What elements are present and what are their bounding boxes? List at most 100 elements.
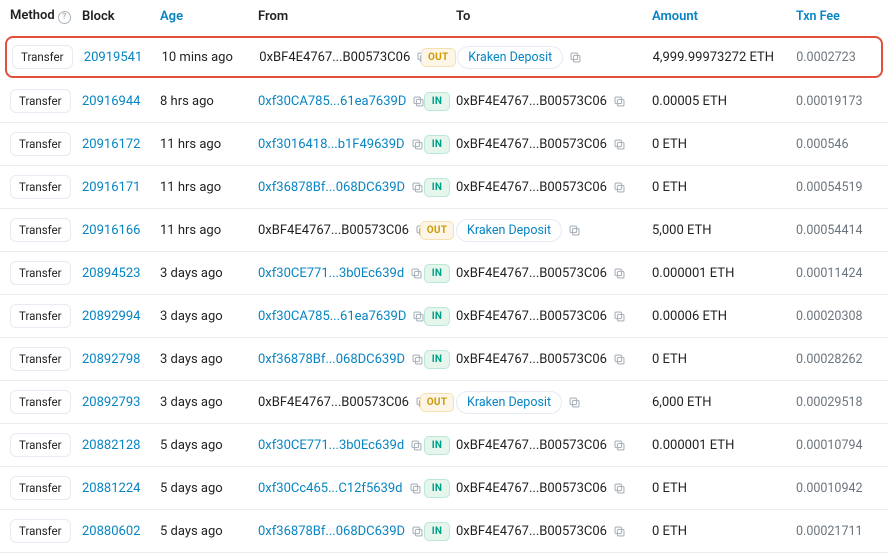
transactions-table: Method? Block Age From To Amount Txn Fee… xyxy=(0,0,888,553)
copy-icon[interactable] xyxy=(613,180,626,195)
age-text: 3 days ago xyxy=(160,395,223,410)
from-address[interactable]: 0xf36878Bf...068DC639D xyxy=(258,180,405,195)
header-method: Method? xyxy=(10,8,82,24)
from-address[interactable]: 0xf3016418...b1F49639D xyxy=(258,137,405,152)
from-address[interactable]: 0xf30CA785...61ea7639D xyxy=(258,94,406,109)
method-pill[interactable]: Transfer xyxy=(10,304,71,328)
method-pill[interactable]: Transfer xyxy=(10,218,71,242)
block-link[interactable]: 20882128 xyxy=(82,438,140,453)
direction-badge-out: OUT xyxy=(420,393,455,412)
copy-icon[interactable] xyxy=(613,481,626,496)
direction-badge-in: IN xyxy=(424,264,451,283)
header-amount[interactable]: Amount xyxy=(652,9,796,24)
fee-text: 0.00054519 xyxy=(796,180,863,195)
table-row: Transfer2091617111 hrs ago0xf36878Bf...0… xyxy=(0,166,888,209)
direction-badge-in: IN xyxy=(424,135,451,154)
block-link[interactable]: 20880602 xyxy=(82,524,140,539)
fee-text: 0.00021711 xyxy=(796,524,863,539)
amount-text: 5,000 ETH xyxy=(652,223,712,238)
amount-text: 0.00006 ETH xyxy=(652,309,727,324)
age-text: 10 mins ago xyxy=(162,50,233,65)
block-link[interactable]: 20916166 xyxy=(82,223,140,238)
table-row: Transfer208929943 days ago0xf30CA785...6… xyxy=(0,295,888,338)
table-row: Transfer2091617211 hrs ago0xf3016418...b… xyxy=(0,123,888,166)
block-link[interactable]: 20881224 xyxy=(82,481,140,496)
from-address: 0xBF4E4767...B00573C06 xyxy=(259,50,410,65)
from-address[interactable]: 0xf36878Bf...068DC639D xyxy=(258,524,405,539)
method-pill[interactable]: Transfer xyxy=(10,89,71,113)
header-age[interactable]: Age xyxy=(160,9,258,24)
header-block: Block xyxy=(82,9,160,24)
table-row: Transfer 20916166 11 hrs ago 0xBF4E4767...B… xyxy=(0,209,888,252)
method-pill[interactable]: Transfer xyxy=(12,45,73,69)
direction-badge-out: OUT xyxy=(421,48,456,67)
from-address: 0xBF4E4767...B00573C06 xyxy=(258,395,409,410)
method-pill[interactable]: Transfer xyxy=(10,347,71,371)
table-row: Transfer 20916944 8 hrs ago 0xf30CA785...61… xyxy=(0,80,888,123)
age-text: 3 days ago xyxy=(160,352,223,367)
info-icon[interactable]: ? xyxy=(58,11,71,24)
block-link[interactable]: 20892793 xyxy=(82,395,140,410)
amount-text: 0 ETH xyxy=(652,137,687,152)
fee-text: 0.0002723 xyxy=(796,50,856,65)
method-pill[interactable]: Transfer xyxy=(10,261,71,285)
copy-icon[interactable] xyxy=(613,352,626,367)
to-address: 0xBF4E4767...B00573C06 xyxy=(456,481,607,496)
direction-badge-in: IN xyxy=(424,522,451,541)
table-row: Transfer208945233 days ago0xf30CE771...3… xyxy=(0,252,888,295)
age-text: 8 hrs ago xyxy=(160,94,214,109)
copy-icon[interactable] xyxy=(613,438,626,453)
fee-text: 0.00028262 xyxy=(796,352,863,367)
amount-text: 0.00005 ETH xyxy=(652,94,727,109)
copy-icon[interactable] xyxy=(613,94,626,109)
block-link[interactable]: 20892994 xyxy=(82,309,140,324)
copy-icon[interactable] xyxy=(613,266,626,281)
block-link[interactable]: 20892798 xyxy=(82,352,140,367)
amount-text: 4,999.99973272 ETH xyxy=(653,50,774,65)
block-link[interactable]: 20916171 xyxy=(82,180,140,195)
from-address[interactable]: 0xf30Cc465...C12f5639d xyxy=(258,481,403,496)
amount-text: 0.000001 ETH xyxy=(652,266,734,281)
copy-icon[interactable] xyxy=(613,137,626,152)
method-pill[interactable]: Transfer xyxy=(10,476,71,500)
amount-text: 0 ETH xyxy=(652,524,687,539)
direction-badge-in: IN xyxy=(424,479,451,498)
to-address: 0xBF4E4767...B00573C06 xyxy=(456,94,607,109)
copy-icon[interactable] xyxy=(569,50,582,65)
table-row: Transfer208812245 days ago0xf30Cc465...C… xyxy=(0,467,888,510)
fee-text: 0.00010942 xyxy=(796,481,863,496)
fee-text: 0.00010794 xyxy=(796,438,863,453)
copy-icon[interactable] xyxy=(613,524,626,539)
block-link[interactable]: 20916172 xyxy=(82,137,140,152)
from-address[interactable]: 0xf30CA785...61ea7639D xyxy=(258,309,406,324)
method-pill[interactable]: Transfer xyxy=(10,390,71,414)
block-link[interactable]: 20894523 xyxy=(82,266,140,281)
method-pill[interactable]: Transfer xyxy=(10,132,71,156)
method-pill[interactable]: Transfer xyxy=(10,519,71,543)
to-tag[interactable]: Kraken Deposit xyxy=(457,46,563,69)
copy-icon[interactable] xyxy=(613,309,626,324)
fee-text: 0.00029518 xyxy=(796,395,863,410)
block-link[interactable]: 20919541 xyxy=(84,50,142,65)
table-row: Transfer 20880602 5 days ago 0xf36878Bf...0… xyxy=(0,510,888,553)
from-address: 0xBF4E4767...B00573C06 xyxy=(258,223,409,238)
direction-badge-in: IN xyxy=(424,178,451,197)
method-pill[interactable]: Transfer xyxy=(10,433,71,457)
to-tag[interactable]: Kraken Deposit xyxy=(456,219,562,242)
fee-text: 0.00020308 xyxy=(796,309,863,324)
copy-icon[interactable] xyxy=(568,395,581,410)
amount-text: 0 ETH xyxy=(652,180,687,195)
from-address[interactable]: 0xf36878Bf...068DC639D xyxy=(258,352,405,367)
to-tag[interactable]: Kraken Deposit xyxy=(456,391,562,414)
age-text: 5 days ago xyxy=(160,438,223,453)
from-address[interactable]: 0xf30CE771...3b0Ec639d xyxy=(258,438,404,453)
method-pill[interactable]: Transfer xyxy=(10,175,71,199)
to-address: 0xBF4E4767...B00573C06 xyxy=(456,266,607,281)
block-link[interactable]: 20916944 xyxy=(82,94,140,109)
from-address[interactable]: 0xf30CE771...3b0Ec639d xyxy=(258,266,404,281)
age-text: 5 days ago xyxy=(160,524,223,539)
header-fee[interactable]: Txn Fee xyxy=(796,9,876,24)
age-text: 11 hrs ago xyxy=(160,223,221,238)
to-address: 0xBF4E4767...B00573C06 xyxy=(456,309,607,324)
copy-icon[interactable] xyxy=(568,223,581,238)
